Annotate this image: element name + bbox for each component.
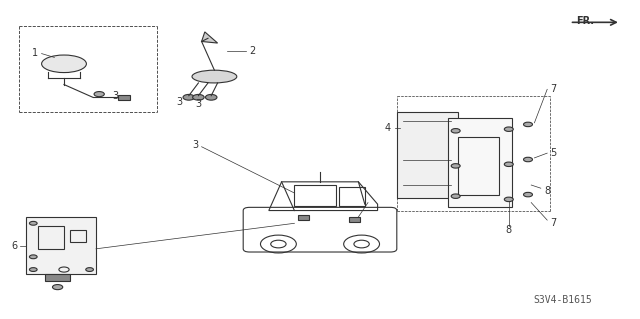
Circle shape bbox=[451, 194, 460, 198]
Text: 8: 8 bbox=[544, 186, 550, 197]
Text: 5: 5 bbox=[550, 148, 557, 158]
Text: S3V4-B1615: S3V4-B1615 bbox=[534, 295, 593, 305]
Text: FR.: FR. bbox=[576, 16, 594, 26]
Text: 4: 4 bbox=[384, 122, 390, 133]
Text: 3: 3 bbox=[112, 91, 118, 101]
Text: 2: 2 bbox=[250, 46, 256, 56]
Bar bbox=[349, 217, 360, 222]
Bar bbox=[397, 112, 458, 198]
Text: 3: 3 bbox=[192, 140, 198, 150]
Circle shape bbox=[29, 268, 37, 271]
Text: 1: 1 bbox=[32, 48, 38, 58]
Ellipse shape bbox=[42, 55, 86, 73]
Circle shape bbox=[193, 94, 204, 100]
Circle shape bbox=[29, 255, 37, 259]
Text: 7: 7 bbox=[550, 84, 557, 94]
Circle shape bbox=[504, 197, 513, 202]
Circle shape bbox=[205, 94, 217, 100]
Text: 7: 7 bbox=[550, 218, 557, 228]
Text: 3: 3 bbox=[176, 97, 182, 107]
Bar bbox=[339, 187, 365, 206]
Circle shape bbox=[52, 285, 63, 290]
Circle shape bbox=[504, 127, 513, 131]
Circle shape bbox=[504, 162, 513, 167]
Bar bbox=[294, 185, 336, 206]
Circle shape bbox=[524, 122, 532, 127]
Bar bbox=[38, 226, 64, 249]
Circle shape bbox=[183, 94, 195, 100]
Circle shape bbox=[451, 164, 460, 168]
Bar bbox=[26, 217, 96, 274]
Circle shape bbox=[451, 129, 460, 133]
Circle shape bbox=[524, 192, 532, 197]
Bar bbox=[458, 137, 499, 195]
Text: 6: 6 bbox=[11, 241, 17, 251]
Bar bbox=[448, 118, 512, 207]
Text: 3: 3 bbox=[195, 99, 202, 109]
Circle shape bbox=[524, 157, 532, 162]
Circle shape bbox=[86, 268, 93, 271]
Text: 8: 8 bbox=[506, 225, 512, 235]
Polygon shape bbox=[202, 32, 218, 43]
Circle shape bbox=[94, 92, 104, 97]
Bar bbox=[118, 95, 130, 100]
Bar bbox=[45, 274, 70, 281]
Bar bbox=[298, 215, 309, 220]
Ellipse shape bbox=[192, 70, 237, 83]
Bar bbox=[70, 230, 86, 242]
Circle shape bbox=[29, 221, 37, 225]
